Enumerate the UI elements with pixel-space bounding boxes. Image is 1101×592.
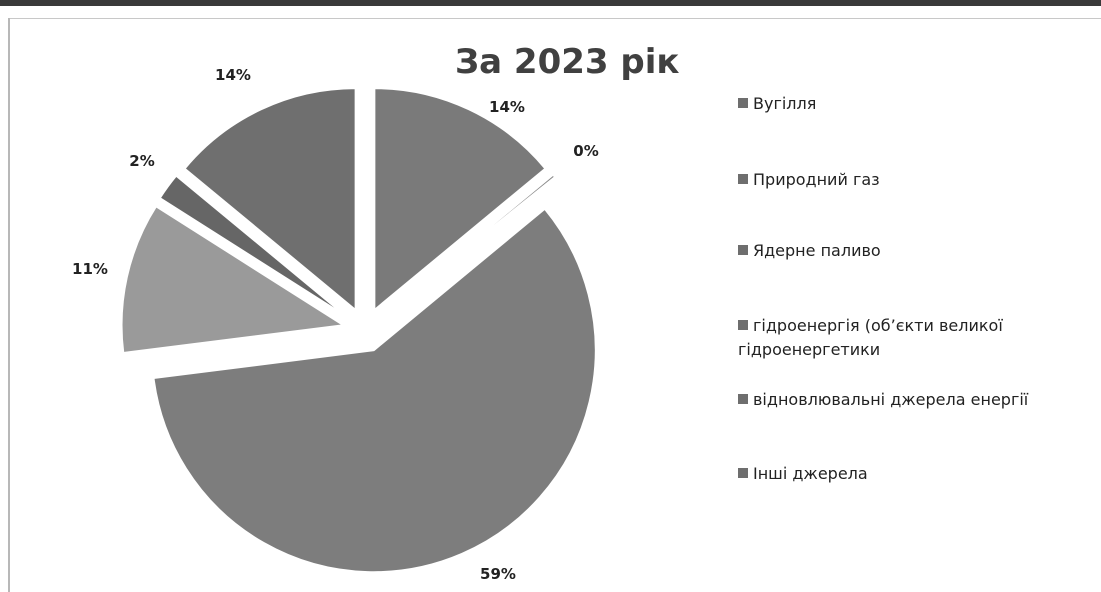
legend-label: Ядерне паливо xyxy=(753,241,881,260)
data-label: 2% xyxy=(129,152,154,170)
legend-label: гідроенергія (об’єкти великої гідроенерг… xyxy=(738,316,1003,359)
legend-label: Вугілля xyxy=(753,94,816,113)
legend-item-coal: Вугілля xyxy=(738,92,816,116)
data-label: 14% xyxy=(215,66,251,84)
data-label: 14% xyxy=(489,98,525,116)
legend-item-other: Інші джерела xyxy=(738,462,868,486)
legend-swatch xyxy=(738,468,748,478)
data-label: 11% xyxy=(72,260,108,278)
legend-item-renewables: відновлювальні джерела енергії xyxy=(738,388,1028,412)
legend-swatch xyxy=(738,98,748,108)
legend-swatch xyxy=(738,245,748,255)
legend-swatch xyxy=(738,174,748,184)
data-label: 59% xyxy=(480,565,516,583)
legend-item-hydro: гідроенергія (об’єкти великої гідроенерг… xyxy=(738,314,1068,362)
legend-item-natural-gas: Природний газ xyxy=(738,168,880,192)
legend-label: Інші джерела xyxy=(753,464,868,483)
legend-swatch xyxy=(738,394,748,404)
legend-label: Природний газ xyxy=(753,170,880,189)
legend-item-nuclear: Ядерне паливо xyxy=(738,239,881,263)
legend-label: відновлювальні джерела енергії xyxy=(753,390,1028,409)
legend-swatch xyxy=(738,320,748,330)
data-label: 0% xyxy=(573,142,598,160)
